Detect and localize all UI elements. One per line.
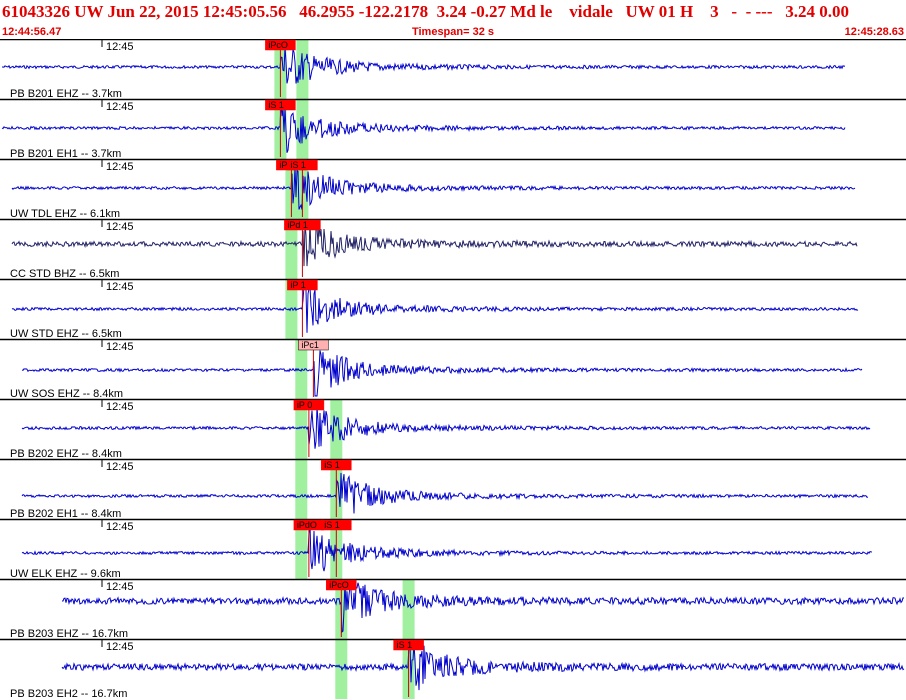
station-label: PB B201 EHZ -- 3.7km [10, 88, 122, 100]
waveform-trace [1, 101, 846, 153]
station-panel[interactable]: 12:45 iPcO PB B203 EHZ -- 16.7km [0, 578, 906, 640]
pick-label: iP 0 [297, 400, 312, 410]
waveform-trace [21, 350, 863, 397]
station-panel[interactable]: 12:45 iPc1 UW SOS EHZ -- 8.4km [0, 338, 906, 400]
pick-label: iPc1 [301, 340, 319, 350]
pick-window [295, 399, 308, 459]
time-tick-label: 12:45 [106, 341, 134, 353]
pick-label: iS 1 [324, 520, 340, 530]
pick-window [402, 579, 415, 639]
waveform-trace [62, 581, 905, 633]
pick-marker[interactable] [321, 459, 352, 471]
station-panel[interactable]: 12:45 iPcO PB B201 EHZ -- 3.7km [0, 39, 906, 100]
pick-label: iPcO [329, 580, 349, 590]
station-label: CC STD BHZ -- 6.5km [10, 268, 119, 280]
pick-label: iS 1 [397, 640, 413, 650]
start-time: 12:44:56.47 [2, 26, 62, 38]
waveform-trace [21, 524, 873, 572]
pick-marker[interactable] [265, 39, 296, 51]
waveform-trace [11, 166, 856, 210]
waveform-trace [2, 46, 846, 84]
pick-window [285, 279, 298, 339]
station-panel[interactable]: 12:45 iPd 1 CC STD BHZ -- 6.5km [0, 218, 906, 280]
pick-window [330, 399, 343, 459]
waveform-trace [21, 472, 869, 514]
time-tick-label: 12:45 [106, 401, 134, 413]
time-tick-label: 12:45 [106, 101, 134, 113]
time-tick-label: 12:45 [106, 281, 134, 293]
pick-label: iPcO [268, 40, 288, 50]
station-panel[interactable]: 12:45 iP 0 PB B202 EHZ -- 8.4km [0, 398, 906, 460]
time-tick-label: 12:45 [106, 641, 134, 653]
pick-marker[interactable] [287, 279, 318, 291]
station-panel[interactable]: 12:45 iP 1 UW STD EHZ -- 6.5km [0, 278, 906, 340]
pick-label: iPd 1 [287, 220, 308, 230]
station-label: UW SOS EHZ -- 8.4km [10, 388, 123, 400]
time-tick-label: 12:45 [106, 221, 134, 233]
pick-label: iS 1 [268, 100, 284, 110]
pick-marker[interactable] [287, 159, 318, 171]
waveform-trace [11, 221, 858, 267]
pick-window [285, 219, 298, 279]
pick-window [295, 459, 308, 519]
pick-window [295, 519, 308, 579]
time-tick-label: 12:45 [106, 461, 134, 473]
pick-marker[interactable] [298, 339, 329, 351]
time-tick-label: 12:45 [106, 581, 134, 593]
pick-label: iP 1 [290, 280, 305, 290]
time-tick-label: 12:45 [106, 41, 134, 53]
station-label: PB B203 EHZ -- 16.7km [10, 628, 128, 640]
end-time: 12:45:28.63 [844, 26, 904, 38]
station-panel[interactable]: 12:45 iS 1 PB B203 EH2 -- 16.7km [0, 638, 906, 700]
event-title: 61043326 UW Jun 22, 2015 12:45:05.56 46.… [2, 2, 849, 21]
pick-label: iS 1 [290, 160, 306, 170]
station-panel[interactable]: 12:45 iS 1 PB B202 EH1 -- 8.4km [0, 458, 906, 520]
seismogram-panels[interactable]: 12:45 iPcO PB B201 EHZ -- 3.7km 12:45 iS 1 PB… [0, 39, 906, 700]
station-label: UW STD EHZ -- 6.5km [10, 328, 122, 340]
timespan-label: Timespan= 32 s [411, 26, 495, 38]
pick-label: iPdO [297, 520, 317, 530]
station-label: PB B202 EH1 -- 8.4km [10, 508, 121, 520]
station-label: PB B203 EH2 -- 16.7km [10, 688, 127, 700]
time-tick-label: 12:45 [106, 521, 134, 533]
station-panel[interactable]: 12:45 iS 1 PB B201 EH1 -- 3.7km [0, 98, 906, 160]
pick-marker[interactable] [293, 399, 325, 411]
waveform-trace [21, 406, 871, 449]
station-label: PB B201 EH1 -- 3.7km [10, 148, 121, 160]
pick-marker[interactable] [284, 219, 321, 231]
time-tick-label: 12:45 [106, 161, 134, 173]
pick-marker[interactable] [265, 99, 296, 111]
pick-label: iS 1 [324, 460, 340, 470]
station-panel[interactable]: 12:45 iPdO iS 1 UW ELK EHZ -- 9.6km [0, 518, 906, 580]
pick-marker[interactable] [321, 519, 352, 531]
event-header: 61043326 UW Jun 22, 2015 12:45:05.56 46.… [0, 0, 906, 39]
pick-marker[interactable] [393, 639, 424, 651]
station-label: UW TDL EHZ -- 6.1km [10, 208, 120, 220]
station-label: UW ELK EHZ -- 9.6km [10, 568, 121, 580]
pick-marker[interactable] [326, 579, 357, 591]
pick-window [295, 339, 308, 399]
waveform-trace [61, 641, 905, 691]
station-label: PB B202 EHZ -- 8.4km [10, 448, 122, 460]
waveform-trace [11, 282, 859, 333]
